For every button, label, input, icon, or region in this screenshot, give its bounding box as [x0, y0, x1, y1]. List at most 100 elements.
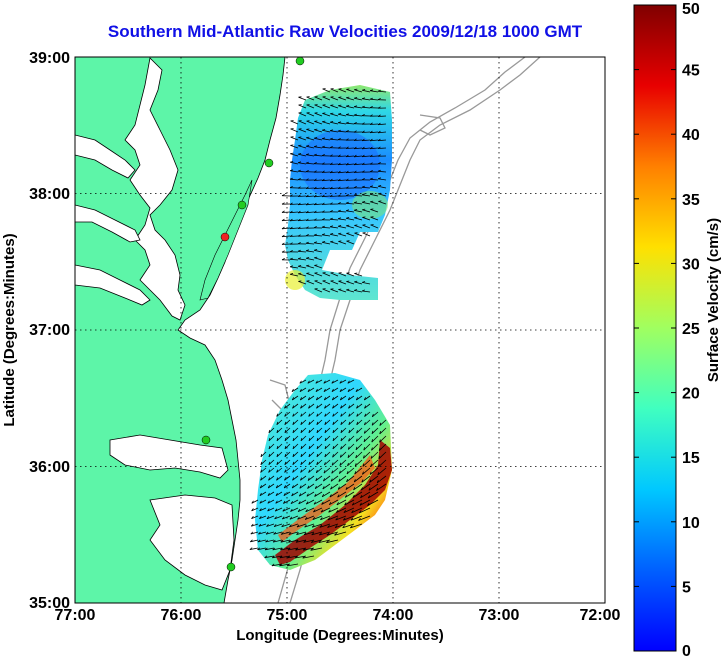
velocity-vector-head: [284, 469, 287, 473]
velocity-vector: [267, 491, 275, 497]
velocity-vector: [313, 203, 323, 206]
velocity-vector-head: [314, 120, 318, 122]
velocity-vector-head: [266, 524, 269, 527]
velocity-vector: [331, 467, 339, 474]
velocity-vector: [321, 146, 331, 149]
velocity-vector-head: [363, 455, 365, 459]
velocity-vector-head: [346, 88, 350, 90]
velocity-vector-head: [363, 447, 365, 451]
velocity-vector: [332, 435, 339, 442]
velocity-vector-head: [379, 422, 382, 426]
velocity-vector: [361, 147, 371, 150]
velocity-vector: [350, 515, 363, 521]
velocity-vector: [308, 443, 315, 450]
velocity-vector: [302, 555, 315, 559]
velocity-vector-head: [267, 508, 270, 512]
velocity-vector: [319, 523, 331, 528]
velocity-vector-head: [329, 178, 333, 182]
velocity-vector-head: [346, 478, 349, 482]
velocity-vector: [250, 539, 259, 543]
velocity-vector: [353, 171, 363, 173]
velocity-vector: [298, 145, 307, 149]
velocity-vector: [273, 523, 283, 527]
velocity-vector-head: [289, 516, 293, 520]
velocity-vector: [272, 547, 283, 551]
velocity-vector-head: [303, 532, 307, 536]
velocity-vector: [337, 187, 347, 189]
velocity-vector: [297, 507, 307, 512]
velocity-vector: [378, 201, 387, 205]
velocity-vector: [320, 515, 331, 521]
velocity-vector: [305, 507, 315, 513]
velocity-vector: [360, 483, 371, 491]
velocity-vector: [299, 379, 307, 384]
velocity-vector: [370, 216, 379, 221]
velocity-vector-head: [345, 146, 349, 149]
velocity-vector-head: [251, 516, 254, 519]
velocity-vector: [281, 211, 291, 213]
velocity-vector-head: [371, 413, 374, 417]
velocity-vector: [329, 163, 339, 165]
velocity-vector-head: [337, 121, 342, 124]
velocity-vector-head: [276, 429, 279, 433]
velocity-vector-head: [289, 186, 293, 189]
velocity-vector-head: [300, 405, 303, 409]
velocity-vector: [321, 187, 331, 190]
radar-site-marker-active: [220, 232, 230, 242]
velocity-vector: [363, 443, 371, 451]
velocity-vector-head: [298, 144, 302, 147]
radar-site-marker: [226, 562, 236, 572]
velocity-vector: [360, 491, 371, 499]
velocity-vector: [314, 146, 323, 149]
velocity-vector-head: [322, 112, 326, 114]
velocity-vector: [251, 499, 259, 504]
grid-lines: [75, 57, 605, 603]
velocity-vector-head: [300, 421, 303, 425]
velocity-vector: [378, 451, 387, 460]
velocity-vector: [344, 491, 355, 498]
velocity-vector-head: [323, 397, 326, 401]
velocity-vector: [354, 97, 363, 101]
velocity-vector: [313, 187, 323, 190]
velocity-vector-head: [360, 495, 363, 498]
velocity-vector: [268, 467, 275, 473]
velocity-vector: [265, 547, 275, 551]
velocity-vector-head: [305, 194, 309, 198]
velocity-vector: [348, 427, 355, 434]
velocity-vector-head: [321, 145, 325, 148]
velocity-vector: [340, 403, 347, 409]
velocity-vector: [330, 105, 339, 109]
velocity-vector-head: [298, 280, 302, 282]
velocity-vector-head: [280, 532, 284, 535]
velocity-vector: [311, 539, 323, 543]
velocity-vector-head: [290, 152, 294, 155]
velocity-vector: [265, 531, 275, 535]
velocity-vector: [334, 523, 347, 528]
velocity-vector: [250, 531, 259, 535]
velocity-vector: [371, 427, 379, 434]
velocity-vector-head: [353, 201, 358, 204]
velocity-vector-head: [321, 186, 325, 190]
velocity-vector: [306, 137, 315, 141]
velocity-vector: [306, 499, 315, 505]
velocity-vector-head: [369, 185, 374, 188]
velocity-vector: [306, 257, 315, 261]
velocity-vector: [306, 129, 315, 133]
velocity-vector-head: [281, 234, 285, 238]
velocity-vector-head: [265, 531, 269, 535]
colorbar-tick-label: 20: [682, 386, 700, 403]
land-mainland: [75, 57, 286, 603]
velocity-vector: [307, 475, 315, 481]
velocity-vector: [275, 499, 283, 504]
velocity-vector-head: [379, 439, 381, 443]
velocity-vector: [370, 459, 379, 467]
velocity-vector: [338, 113, 347, 117]
velocity-vector: [346, 281, 355, 285]
velocity-vector: [322, 280, 331, 285]
velocity-vector-head: [251, 500, 254, 504]
velocity-vector-head: [324, 453, 327, 458]
velocity-vector: [260, 467, 267, 473]
velocity-vector-head: [313, 233, 317, 236]
velocity-vector-head: [354, 216, 358, 219]
velocity-vector: [353, 139, 363, 141]
